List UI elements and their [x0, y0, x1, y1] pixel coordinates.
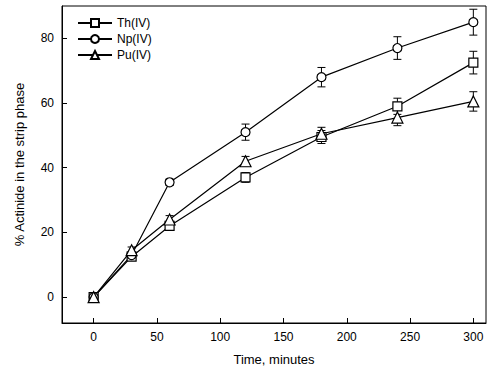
- svg-text:80: 80: [41, 31, 55, 45]
- svg-text:% Actinide in the strip phase: % Actinide in the strip phase: [12, 83, 27, 246]
- svg-text:300: 300: [463, 330, 483, 344]
- svg-text:40: 40: [41, 161, 55, 175]
- svg-text:0: 0: [47, 290, 54, 304]
- svg-text:250: 250: [400, 330, 420, 344]
- svg-text:0: 0: [90, 330, 97, 344]
- svg-text:20: 20: [41, 225, 55, 239]
- svg-text:100: 100: [210, 330, 230, 344]
- svg-text:50: 50: [150, 330, 164, 344]
- svg-text:Th(IV): Th(IV): [117, 16, 150, 30]
- svg-text:60: 60: [41, 96, 55, 110]
- svg-text:150: 150: [273, 330, 293, 344]
- svg-text:200: 200: [337, 330, 357, 344]
- svg-text:Pu(IV): Pu(IV): [117, 48, 151, 62]
- svg-text:Time, minutes: Time, minutes: [233, 352, 315, 367]
- svg-text:Np(IV): Np(IV): [117, 32, 152, 46]
